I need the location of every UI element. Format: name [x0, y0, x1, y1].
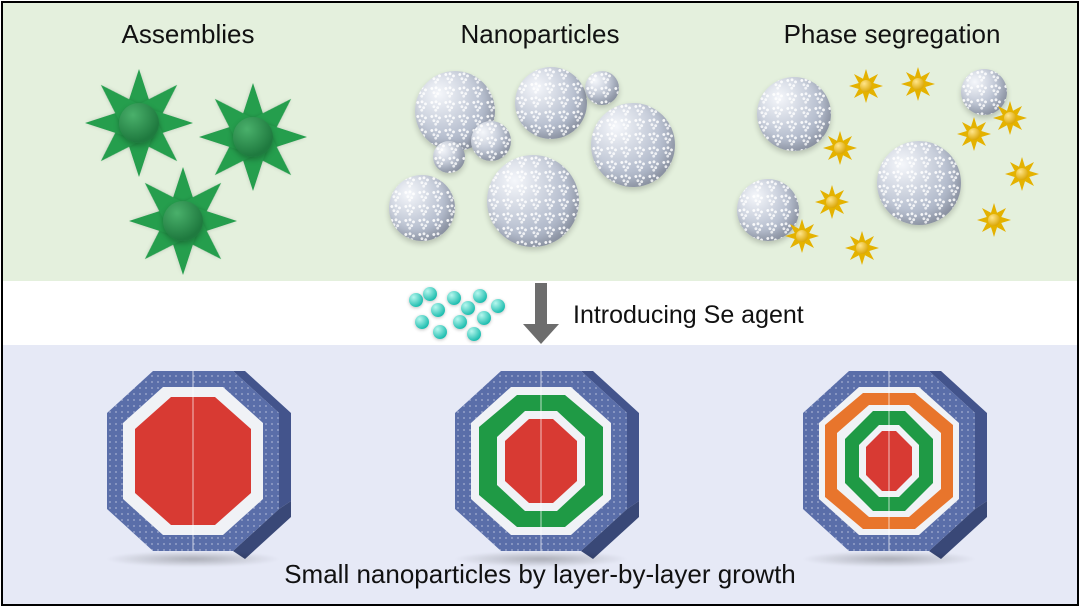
- se-agent-dot: [409, 293, 423, 307]
- yellow-phase-particle: [979, 205, 1009, 235]
- se-agent-dot: [461, 301, 475, 315]
- yellow-phase-particle: [995, 103, 1025, 133]
- se-agent-dot: [447, 291, 461, 305]
- se-agent-dot: [477, 311, 491, 325]
- yellow-phase-particle: [817, 187, 847, 217]
- bottom-caption: Small nanoparticles by layer-by-layer gr…: [3, 559, 1077, 590]
- yellow-phase-particle: [903, 69, 933, 99]
- se-agent-dot: [467, 327, 481, 341]
- se-agent-dot: [491, 299, 505, 313]
- yellow-phase-particle: [787, 221, 817, 251]
- grey-nanoparticle: [389, 175, 455, 241]
- layered-particle-c: [779, 361, 999, 561]
- assembly-particle: [89, 73, 189, 173]
- label-assemblies: Assemblies: [23, 19, 353, 50]
- arrow-label: Introducing Se agent: [573, 301, 804, 330]
- se-agent-dot: [431, 303, 445, 317]
- phase-segregation-cluster: [727, 63, 1057, 273]
- layered-particle-b: [431, 361, 651, 561]
- grey-nanoparticle: [757, 77, 831, 151]
- grey-nanoparticle: [471, 121, 511, 161]
- figure-frame: Assemblies Nanoparticles Phase segregati…: [1, 1, 1079, 606]
- se-agent-dot: [433, 325, 447, 339]
- yellow-phase-particle: [847, 233, 877, 263]
- se-agent-dot: [423, 287, 437, 301]
- yellow-phase-particle: [825, 133, 855, 163]
- se-agent-cluster: [403, 285, 513, 345]
- layered-particle-a: [83, 361, 303, 561]
- yellow-phase-particle: [851, 71, 881, 101]
- assemblies-cluster: [23, 63, 353, 273]
- se-agent-dot: [473, 289, 487, 303]
- grey-nanoparticle: [877, 141, 961, 225]
- se-agent-dot: [415, 315, 429, 329]
- label-phase-segregation: Phase segregation: [727, 19, 1057, 50]
- down-arrow-icon: [523, 283, 559, 344]
- se-agent-dot: [453, 315, 467, 329]
- assembly-particle: [133, 171, 233, 271]
- yellow-phase-particle: [959, 119, 989, 149]
- grey-nanoparticle: [585, 71, 619, 105]
- grey-nanoparticle: [591, 103, 675, 187]
- yellow-phase-particle: [1007, 159, 1037, 189]
- label-nanoparticles: Nanoparticles: [375, 19, 705, 50]
- grey-nanoparticle: [433, 141, 465, 173]
- grey-nanoparticle: [487, 155, 579, 247]
- nanoparticles-cluster: [375, 63, 705, 273]
- grey-nanoparticle: [515, 67, 587, 139]
